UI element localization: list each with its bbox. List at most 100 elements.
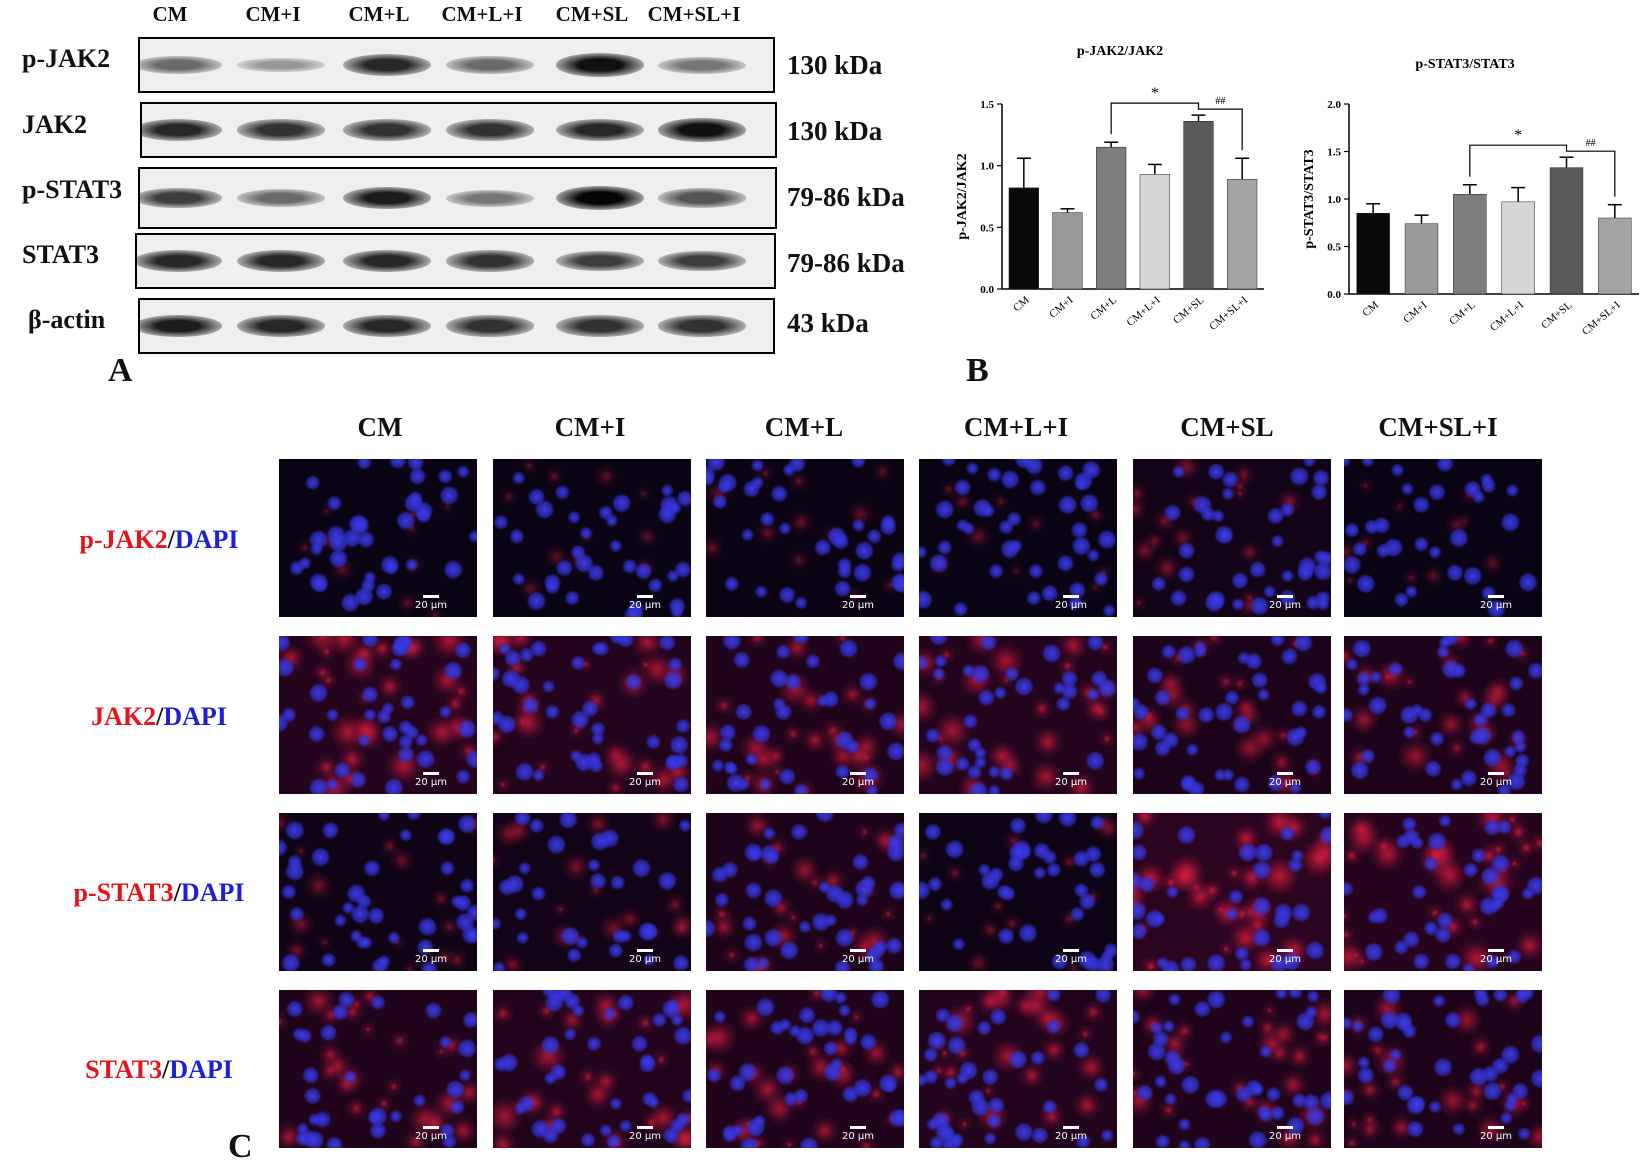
- bar-cm-plus-sl-plus-i: [1598, 217, 1632, 295]
- fluorescence-micrograph: 20 μm: [279, 813, 477, 971]
- blot-band: [556, 53, 644, 77]
- blot-kda-label: 43 kDa: [787, 308, 869, 338]
- fluorescence-micrograph: 20 μm: [1344, 459, 1542, 617]
- scale-bar-line: [1488, 595, 1504, 598]
- y-tick-label: 1.0: [1327, 194, 1341, 206]
- blot-kda-label: 130 kDa: [787, 116, 883, 146]
- blot-lane-header: CM+SL+I: [647, 2, 741, 26]
- scale-bar-line: [423, 595, 439, 598]
- y-tick-label: 1.5: [1327, 147, 1341, 159]
- scale-bar: 20 μm: [625, 772, 665, 788]
- fluorescence-micrograph: 20 μm: [493, 813, 691, 971]
- bar-cm: [1356, 213, 1390, 295]
- chart-title: p-JAK2/JAK2: [1077, 44, 1163, 59]
- scale-bar: 20 μm: [1265, 595, 1305, 611]
- scale-bar-label: 20 μm: [414, 777, 447, 788]
- x-tick-label: CM+L: [1088, 294, 1119, 323]
- bar-cm-plus-l-plus-i: [1139, 174, 1170, 290]
- scale-bar-label: 20 μm: [1268, 1131, 1301, 1142]
- scale-bar-label: 20 μm: [628, 1131, 661, 1142]
- counterstain-name: DAPI: [163, 702, 227, 731]
- y-tick-label: 0.0: [980, 284, 994, 296]
- fluorescence-micrograph: 20 μm: [919, 990, 1117, 1148]
- scale-bar-label: 20 μm: [628, 600, 661, 611]
- fluorescence-micrograph: 20 μm: [279, 990, 477, 1148]
- scale-bar-line: [637, 772, 653, 775]
- significance-bracket: [1197, 107, 1243, 151]
- fluorescence-column-header: CM+I: [554, 412, 626, 442]
- fluorescence-micrograph: 20 μm: [919, 813, 1117, 971]
- blot-band: [446, 250, 534, 272]
- scale-bar-label: 20 μm: [1268, 600, 1301, 611]
- x-tick-label: CM+SL: [1171, 294, 1207, 327]
- label-separator: /: [173, 878, 181, 907]
- blot-band: [343, 119, 431, 141]
- blot-lane-header: CM+L+I: [441, 2, 523, 26]
- blot-row-label: p-JAK2: [22, 44, 111, 73]
- fluorescence-micrograph: 20 μm: [919, 459, 1117, 617]
- scale-bar-label: 20 μm: [1479, 954, 1512, 965]
- bar-cm-plus-l: [1453, 194, 1487, 295]
- fluorescence-micrograph: 20 μm: [493, 990, 691, 1148]
- blot-band: [140, 314, 222, 338]
- blot-kda-label: 130 kDa: [787, 50, 883, 80]
- fluorescence-micrograph: 20 μm: [1133, 636, 1331, 794]
- scale-bar-line: [1488, 772, 1504, 775]
- blot-band: [237, 315, 325, 337]
- scale-bar-line: [1277, 772, 1293, 775]
- blot-band: [237, 57, 325, 73]
- marker-name: JAK2: [91, 702, 157, 731]
- fluorescence-row-label: p-JAK2/DAPI: [34, 525, 284, 555]
- panel-a-letter: A: [108, 352, 133, 389]
- counterstain-name: DAPI: [174, 525, 239, 554]
- blot-row-label: β-actin: [28, 305, 106, 334]
- scale-bar-line: [423, 772, 439, 775]
- scale-bar: 20 μm: [1476, 1126, 1516, 1142]
- blot-strip: [140, 102, 777, 158]
- bar-cm-plus-sl-plus-i: [1227, 178, 1258, 290]
- blot-band: [658, 315, 746, 337]
- scale-bar-line: [1488, 1126, 1504, 1129]
- scale-bar: 20 μm: [1476, 772, 1516, 788]
- scale-bar: 20 μm: [411, 1126, 451, 1142]
- bar-cm-plus-l-plus-i: [1501, 201, 1535, 295]
- marker-name: STAT3: [85, 1055, 163, 1084]
- marker-name: p-JAK2: [79, 525, 168, 554]
- scale-bar: 20 μm: [411, 595, 451, 611]
- marker-name: p-STAT3: [73, 878, 174, 907]
- blot-band: [237, 250, 325, 272]
- blot-strip: [138, 37, 775, 93]
- scale-bar: 20 μm: [1051, 1126, 1091, 1142]
- y-tick-label: 0.5: [1327, 242, 1341, 254]
- scale-bar: 20 μm: [1051, 595, 1091, 611]
- scale-bar-label: 20 μm: [841, 1131, 874, 1142]
- fluorescence-micrograph: 20 μm: [1344, 636, 1542, 794]
- y-tick-label: 1.5: [980, 99, 994, 111]
- scale-bar-label: 20 μm: [1054, 1131, 1087, 1142]
- scale-bar-label: 20 μm: [1479, 1131, 1512, 1142]
- blot-band: [446, 119, 534, 141]
- bar-cm-plus-l: [1096, 146, 1127, 290]
- scale-bar: 20 μm: [1051, 772, 1091, 788]
- scale-bar: 20 μm: [1265, 949, 1305, 965]
- blot-kda-label: 79-86 kDa: [787, 182, 905, 212]
- x-tick-label: CM+L+I: [1488, 299, 1527, 334]
- scale-bar: 20 μm: [625, 1126, 665, 1142]
- blot-lane-header: CM+L: [348, 2, 410, 26]
- scale-bar-label: 20 μm: [841, 600, 874, 611]
- blot-band: [343, 315, 431, 337]
- chart-p-jak2-jak2: p-JAK2/JAK2 0.0 0.5 1.0 1.5 p-JAK2/JAK2 CM CM+I…: [955, 44, 1264, 333]
- scale-bar-line: [1063, 1126, 1079, 1129]
- fluorescence-column-header: CM: [357, 412, 403, 442]
- blot-band: [556, 119, 644, 141]
- blot-band: [446, 315, 534, 337]
- fluorescence-column-header: CM+L: [764, 412, 844, 442]
- y-axis-label: p-JAK2/JAK2: [955, 153, 970, 239]
- scale-bar: 20 μm: [838, 949, 878, 965]
- bar-cm: [1008, 187, 1039, 290]
- blot-kda-label: 79-86 kDa: [787, 248, 905, 278]
- blot-band: [556, 250, 644, 272]
- scale-bar-line: [1277, 595, 1293, 598]
- significance-bracket: [1469, 144, 1568, 177]
- x-tick-label: CM+SL+I: [1580, 299, 1623, 338]
